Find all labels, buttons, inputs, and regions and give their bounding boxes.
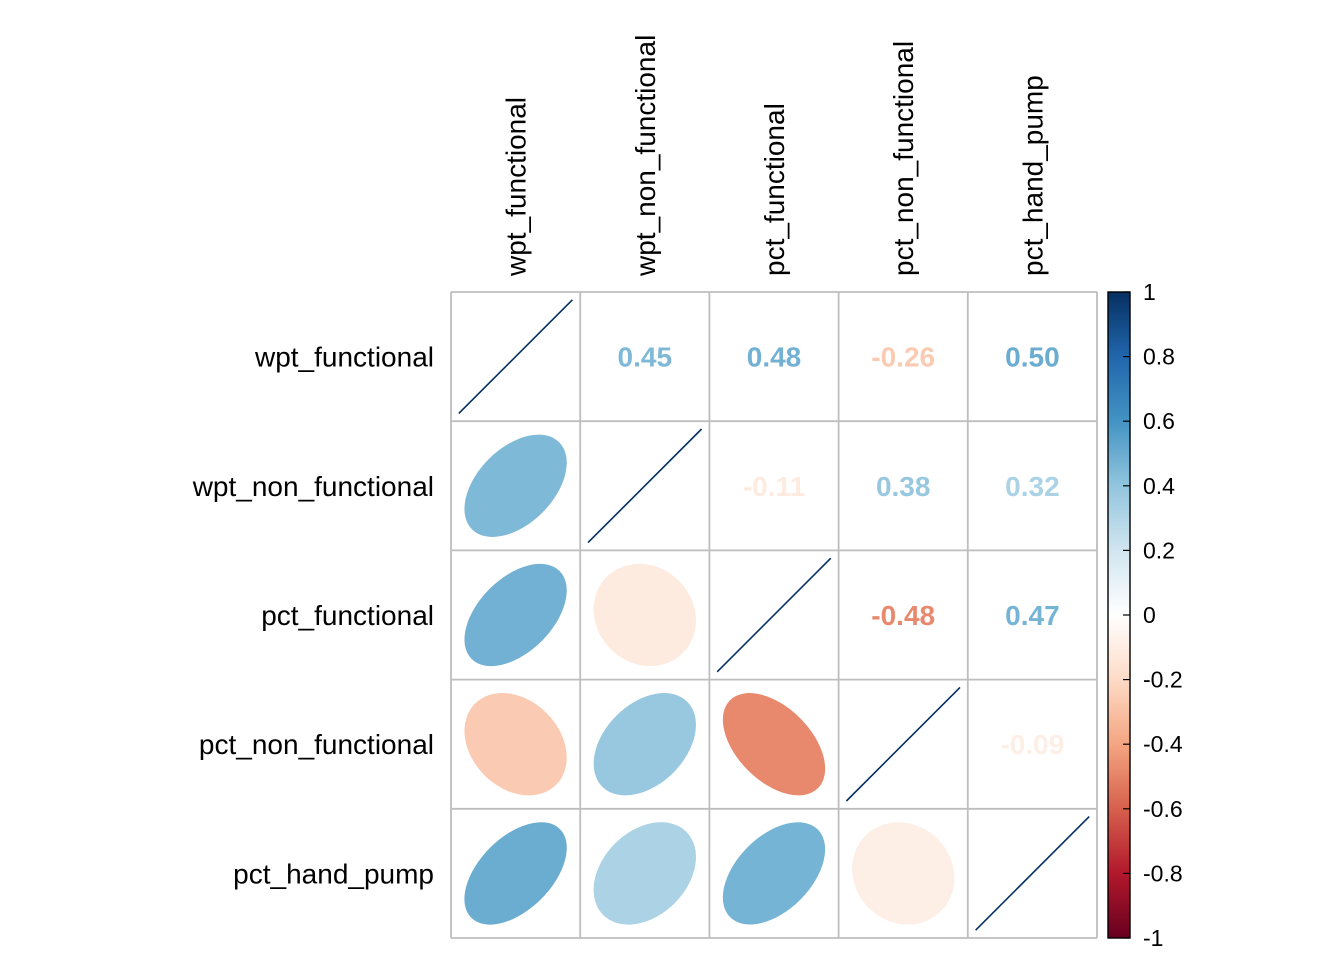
colorbar-tick-label: -0.6 — [1143, 796, 1183, 822]
cell-pct_hand_pump-pct_hand_pump — [975, 816, 1090, 931]
column-label-wpt_functional: wpt_functional — [501, 97, 532, 277]
colorbar-tick-label: -0.8 — [1143, 860, 1183, 886]
coef-label: 0.38 — [876, 471, 931, 502]
grid — [450, 291, 1098, 939]
diagonal-mark — [975, 816, 1090, 931]
cell-pct_hand_pump-pct_functional — [722, 822, 826, 925]
colorbar-tick-label: 0.8 — [1143, 344, 1175, 370]
colorbar-tick-label: 0.4 — [1143, 473, 1175, 499]
cell-pct_hand_pump-wpt_functional — [464, 822, 567, 925]
ellipse-mark — [593, 693, 696, 796]
diagonal-mark — [716, 557, 832, 673]
colorbar: 1 0.8 0.6 0.4 0.2 0 -0.2 -0.4 -0.6 -0.8 -1 — [1107, 279, 1183, 951]
colorbar-tick-label: 1 — [1143, 279, 1156, 305]
cell-pct_functional-pct_functional — [716, 557, 832, 673]
colorbar-gradient — [1108, 292, 1130, 938]
coef-label: -0.09 — [1000, 729, 1064, 760]
row-label-pct_non_functional: pct_non_functional — [199, 729, 434, 760]
cell-wpt_non_functional-pct_non_functional: 0.38 — [876, 471, 931, 502]
colorbar-tick-label: -0.2 — [1143, 667, 1183, 693]
cell-pct_functional-wpt_non_functional — [593, 563, 696, 667]
cell-pct_non_functional-pct_non_functional — [845, 686, 961, 802]
cell-wpt_functional-pct_hand_pump: 0.50 — [1005, 342, 1060, 373]
cell-wpt_non_functional-wpt_functional — [464, 434, 567, 537]
diagonal-mark — [458, 299, 573, 414]
row-label-pct_functional: pct_functional — [261, 600, 434, 631]
colorbar-tick-label: 0 — [1143, 602, 1156, 628]
ellipse-mark — [593, 563, 696, 667]
colorbar-tick-label: -0.4 — [1143, 731, 1183, 757]
cell-wpt_functional-pct_non_functional: -0.26 — [871, 342, 935, 373]
row-labels: wpt_functional wpt_non_functional pct_func… — [192, 342, 434, 890]
ellipse-mark — [722, 693, 826, 796]
column-label-wpt_non_functional: wpt_non_functional — [630, 35, 661, 277]
coef-label: 0.50 — [1005, 342, 1060, 373]
row-label-wpt_non_functional: wpt_non_functional — [192, 471, 434, 502]
coef-label: 0.47 — [1005, 600, 1060, 631]
ellipse-mark — [464, 822, 567, 925]
column-label-pct_non_functional: pct_non_functional — [888, 41, 919, 276]
colorbar-tick-label: 0.2 — [1143, 537, 1175, 563]
coef-label: 0.32 — [1005, 471, 1060, 502]
cell-wpt_functional-pct_functional: 0.48 — [747, 342, 802, 373]
ellipse-mark — [852, 822, 955, 925]
ellipse-mark — [593, 822, 696, 925]
diagonal-mark — [587, 428, 703, 544]
cell-pct_functional-wpt_functional — [464, 563, 567, 667]
cell-wpt_functional-wpt_functional — [458, 299, 573, 414]
coef-label: 0.45 — [618, 342, 673, 373]
row-label-wpt_functional: wpt_functional — [254, 342, 434, 373]
cell-wpt_functional-wpt_non_functional: 0.45 — [618, 342, 673, 373]
cell-pct_non_functional-wpt_functional — [464, 693, 567, 796]
ellipse-mark — [464, 434, 567, 537]
diagonal-mark — [845, 686, 961, 802]
coef-label: 0.48 — [747, 342, 802, 373]
column-labels: wpt_functional wpt_non_functional pct_func… — [501, 35, 1049, 277]
cell-pct_non_functional-wpt_non_functional — [593, 693, 696, 796]
column-label-pct_hand_pump: pct_hand_pump — [1017, 75, 1048, 276]
cell-wpt_non_functional-wpt_non_functional — [587, 428, 703, 544]
row-label-pct_hand_pump: pct_hand_pump — [233, 858, 434, 889]
colorbar-tick-label: 0.6 — [1143, 408, 1175, 434]
cell-wpt_non_functional-pct_functional: -0.11 — [743, 471, 805, 502]
cells-layer: 0.45 0.48 -0.26 0.50 -0.11 0.38 0.32 -0.48 0.47 -… — [450, 291, 1098, 939]
column-label-pct_functional: pct_functional — [759, 103, 790, 276]
coef-label: -0.48 — [871, 600, 935, 631]
cell-pct_non_functional-pct_functional — [722, 693, 826, 796]
ellipse-mark — [464, 693, 567, 796]
colorbar-tick-label: -1 — [1143, 925, 1163, 951]
cell-pct_functional-pct_hand_pump: 0.47 — [1005, 600, 1060, 631]
coef-label: -0.26 — [871, 342, 935, 373]
ellipse-mark — [722, 822, 826, 925]
cell-pct_functional-pct_non_functional: -0.48 — [871, 600, 935, 631]
coef-label: -0.11 — [743, 471, 805, 502]
cell-wpt_non_functional-pct_hand_pump: 0.32 — [1005, 471, 1060, 502]
cell-pct_hand_pump-wpt_non_functional — [593, 822, 696, 925]
cell-pct_hand_pump-pct_non_functional — [852, 822, 955, 925]
cell-pct_non_functional-pct_hand_pump: -0.09 — [1000, 729, 1064, 760]
ellipse-mark — [464, 563, 567, 667]
